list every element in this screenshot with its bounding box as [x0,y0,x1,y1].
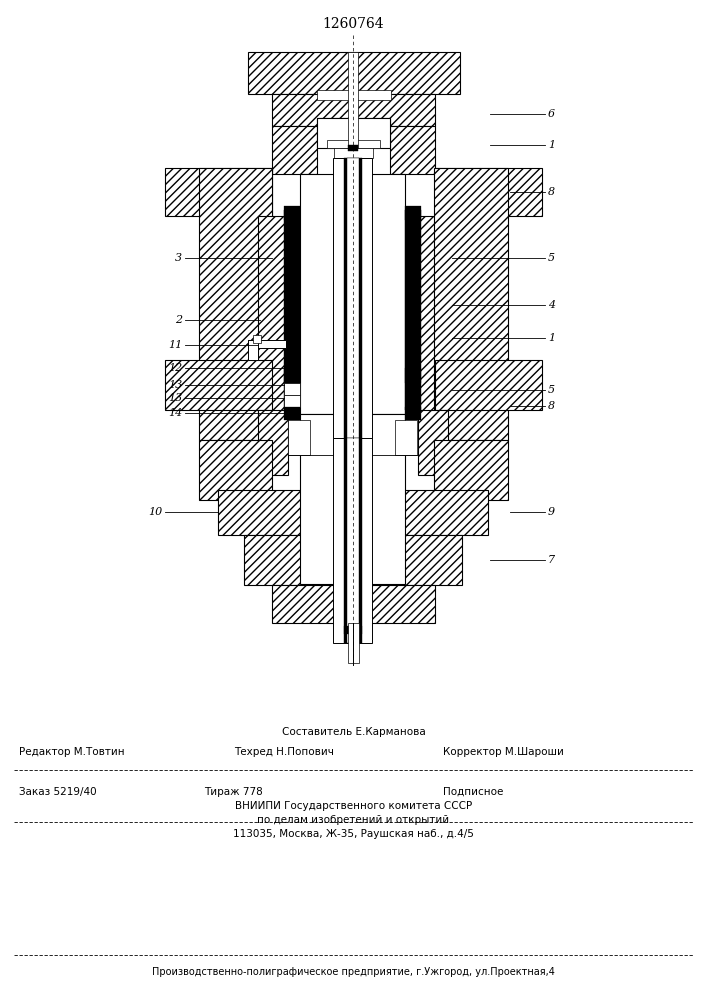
Text: 2: 2 [175,315,182,325]
Text: 13: 13 [168,380,182,390]
Text: Редактор М.Товтин: Редактор М.Товтин [19,747,124,757]
Bar [284,206,300,220]
Text: 1: 1 [548,333,555,343]
Text: 6: 6 [548,109,555,119]
Text: ВНИИПИ Государственного комитета СССР: ВНИИПИ Государственного комитета СССР [235,801,472,811]
Bar [218,490,488,535]
Text: 7: 7 [548,555,555,565]
Bar [418,410,448,475]
Bar [434,168,508,440]
Bar [258,216,288,416]
Text: 8: 8 [548,187,555,197]
Bar [395,420,417,455]
Bar [253,335,261,343]
Text: Корректор М.Шароши: Корректор М.Шароши [443,747,564,757]
Text: по делам изобретений и открытий: по делам изобретений и открытий [257,815,450,825]
Bar [333,158,372,438]
Bar [348,52,358,148]
Text: Техред Н.Попович: Техред Н.Попович [234,747,334,757]
Bar [284,395,300,407]
Bar [334,148,373,158]
Bar [284,383,300,395]
Bar [347,158,359,438]
Bar [405,407,421,420]
Text: 4: 4 [548,300,555,310]
Text: 5: 5 [548,253,555,263]
Bar [244,535,462,585]
Text: 12: 12 [168,363,182,373]
Bar [284,407,300,420]
Text: Заказ 5219/40: Заказ 5219/40 [19,787,97,797]
Bar [344,158,362,438]
Bar [344,438,362,643]
Text: Составитель Е.Карманова: Составитель Е.Карманова [281,727,426,737]
Bar [405,368,421,383]
Text: Подписное: Подписное [443,787,503,797]
Text: 8: 8 [548,401,555,411]
Bar [435,168,542,216]
Bar [344,626,362,634]
Text: 10: 10 [148,507,162,517]
Bar [300,174,405,414]
Bar [300,414,405,584]
Bar [348,623,359,663]
Bar [434,440,508,500]
Bar [366,126,435,174]
Text: 3: 3 [175,253,182,263]
Text: 1: 1 [548,140,555,150]
Text: 14: 14 [168,408,182,418]
Text: 13: 13 [168,393,182,403]
Bar [248,340,286,348]
Bar [418,216,448,416]
Bar [272,126,344,174]
Bar [288,420,310,455]
Bar [199,168,272,440]
Bar [348,145,358,151]
Text: 113035, Москва, Ж-35, Раушская наб., д.4/5: 113035, Москва, Ж-35, Раушская наб., д.4… [233,829,474,839]
Text: Производственно-полиграфическое предприятие, г.Ужгород, ул.Проектная,4: Производственно-полиграфическое предприя… [152,967,555,977]
Bar [248,52,460,94]
Bar [165,168,272,216]
Bar [165,360,272,410]
Bar [327,140,380,148]
Text: Тираж 778: Тираж 778 [204,787,262,797]
Bar [272,585,435,623]
Bar [248,340,258,360]
Bar [317,90,391,100]
Bar [199,440,272,500]
Text: 5: 5 [548,385,555,395]
Bar [258,410,288,475]
Bar [405,210,421,410]
Bar [405,206,421,220]
Bar [317,118,390,180]
Bar [284,368,300,383]
Bar [347,438,359,643]
Text: 11: 11 [168,340,182,350]
Bar [333,438,372,643]
Bar [317,118,390,148]
Bar [435,360,542,410]
Bar [272,94,435,126]
Text: 9: 9 [548,507,555,517]
Bar [284,210,300,410]
Text: 1260764: 1260764 [322,17,384,31]
